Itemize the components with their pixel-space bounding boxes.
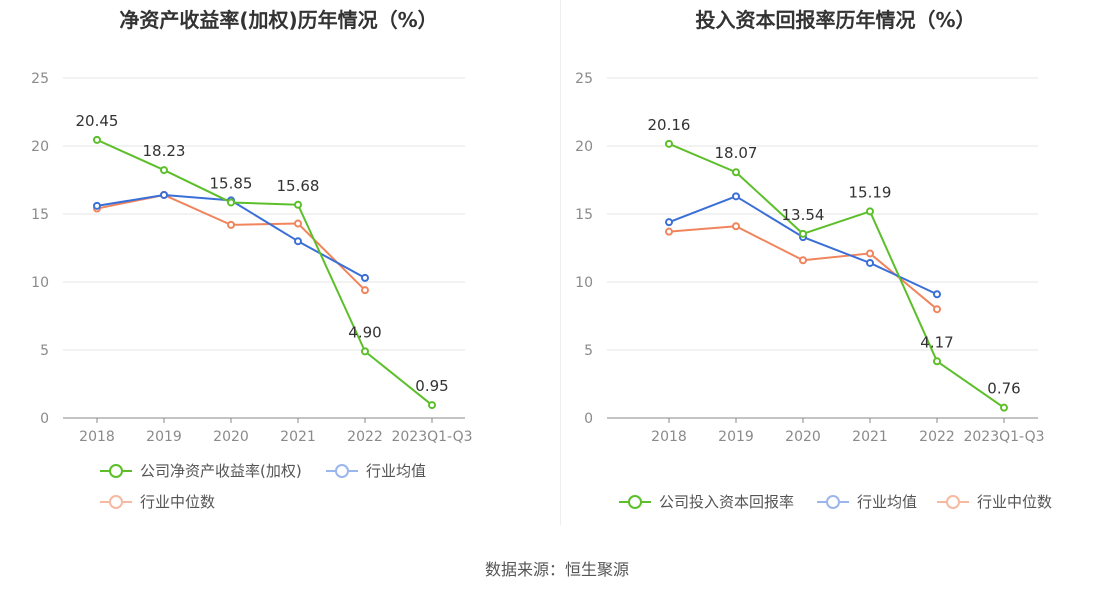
x-tick-label: 2023Q1-Q3 [963, 429, 1044, 445]
legend-marker [826, 495, 840, 509]
y-tick-label: 10 [31, 275, 49, 291]
data-point [428, 401, 436, 410]
legend-marker [628, 495, 642, 509]
y-tick-label: 5 [584, 343, 593, 359]
series-line [96, 193, 366, 291]
legend-marker [109, 495, 123, 509]
legend-label: 行业均值 [366, 462, 426, 480]
y-tick-label: 5 [40, 343, 49, 359]
data-point [93, 201, 101, 210]
y-tick-label: 20 [31, 139, 49, 155]
x-tick-label: 2023Q1-Q3 [391, 429, 472, 445]
data-label: 20.45 [76, 112, 119, 130]
data-point [1000, 403, 1008, 412]
data-point [361, 286, 369, 295]
y-tick-label: 15 [575, 207, 593, 223]
data-point [665, 139, 673, 148]
x-tick-label: 2022 [919, 429, 955, 445]
y-tick-label: 0 [40, 411, 49, 427]
y-tick-label: 0 [584, 411, 593, 427]
x-tick-label: 2020 [785, 429, 821, 445]
roic-line-chart: 0 5 10 15 20 25 2018 2019 2020 2021 2022 2023Q1-Q3 2… [575, 71, 1052, 511]
data-point [732, 168, 740, 177]
chart-title: 净资产收益率(加权)历年情况（%） [119, 8, 438, 32]
data-point [93, 135, 101, 144]
x-tick-label: 2021 [280, 429, 316, 445]
y-tick-label: 25 [31, 71, 49, 87]
data-point [799, 256, 807, 265]
legend-label: 公司投入资本回报率 [659, 493, 794, 511]
roic-chart-panel: 投入资本回报率历年情况（%） 0 5 10 15 20 25 2018 2019 2020 202… [557, 0, 1114, 530]
data-label: 15.19 [849, 183, 892, 201]
data-point [160, 166, 168, 175]
y-tick-label: 20 [575, 139, 593, 155]
data-point [160, 190, 168, 199]
data-point [933, 290, 941, 299]
data-point [294, 219, 302, 228]
data-point [294, 237, 302, 246]
legend-marker [946, 495, 960, 509]
data-point [227, 198, 235, 207]
series-line [96, 138, 433, 406]
legend-marker [109, 464, 123, 478]
data-point [866, 207, 874, 216]
data-label: 4.17 [920, 333, 953, 351]
data-point [227, 220, 235, 229]
series-line [668, 142, 1005, 409]
data-point [799, 229, 807, 238]
data-source-note: 数据来源：恒生聚源 [484, 560, 629, 579]
data-label: 13.54 [782, 206, 825, 224]
data-label: 15.68 [277, 177, 320, 195]
x-tick-label: 2018 [79, 429, 115, 445]
data-label: 0.95 [415, 377, 448, 395]
legend-label: 行业均值 [857, 493, 917, 511]
legend-marker [335, 464, 349, 478]
legend-label: 行业中位数 [140, 493, 215, 511]
data-label: 15.85 [210, 174, 253, 192]
data-point [732, 192, 740, 201]
data-point [732, 222, 740, 231]
legend-label: 行业中位数 [977, 493, 1052, 511]
data-point [933, 357, 941, 366]
data-point [294, 200, 302, 209]
y-tick-label: 25 [575, 71, 593, 87]
panel-divider [560, 0, 561, 525]
data-point [665, 218, 673, 227]
data-point [665, 227, 673, 236]
data-label: 0.76 [987, 380, 1020, 398]
roe-chart-panel: 净资产收益率(加权)历年情况（%） 0 5 10 15 20 25 2018 2019 2020… [0, 0, 557, 530]
data-point [361, 347, 369, 356]
y-tick-label: 15 [31, 207, 49, 223]
x-tick-label: 2018 [651, 429, 687, 445]
data-label: 18.23 [143, 142, 186, 160]
x-tick-label: 2022 [347, 429, 383, 445]
legend-label: 公司净资产收益率(加权) [140, 462, 302, 480]
data-label: 4.90 [348, 323, 381, 341]
x-tick-label: 2019 [718, 429, 754, 445]
y-tick-label: 10 [575, 275, 593, 291]
data-point [933, 305, 941, 314]
roe-line-chart: 0 5 10 15 20 25 2018 2019 2020 2021 2022 2023Q1-Q3 2… [31, 71, 472, 511]
data-label: 18.07 [715, 144, 758, 162]
x-tick-label: 2021 [852, 429, 888, 445]
x-tick-label: 2020 [213, 429, 249, 445]
data-point [866, 249, 874, 258]
data-point [361, 273, 369, 282]
x-tick-label: 2019 [146, 429, 182, 445]
data-point [866, 258, 874, 267]
chart-title: 投入资本回报率历年情况（%） [695, 8, 976, 32]
data-label: 20.16 [648, 116, 691, 134]
